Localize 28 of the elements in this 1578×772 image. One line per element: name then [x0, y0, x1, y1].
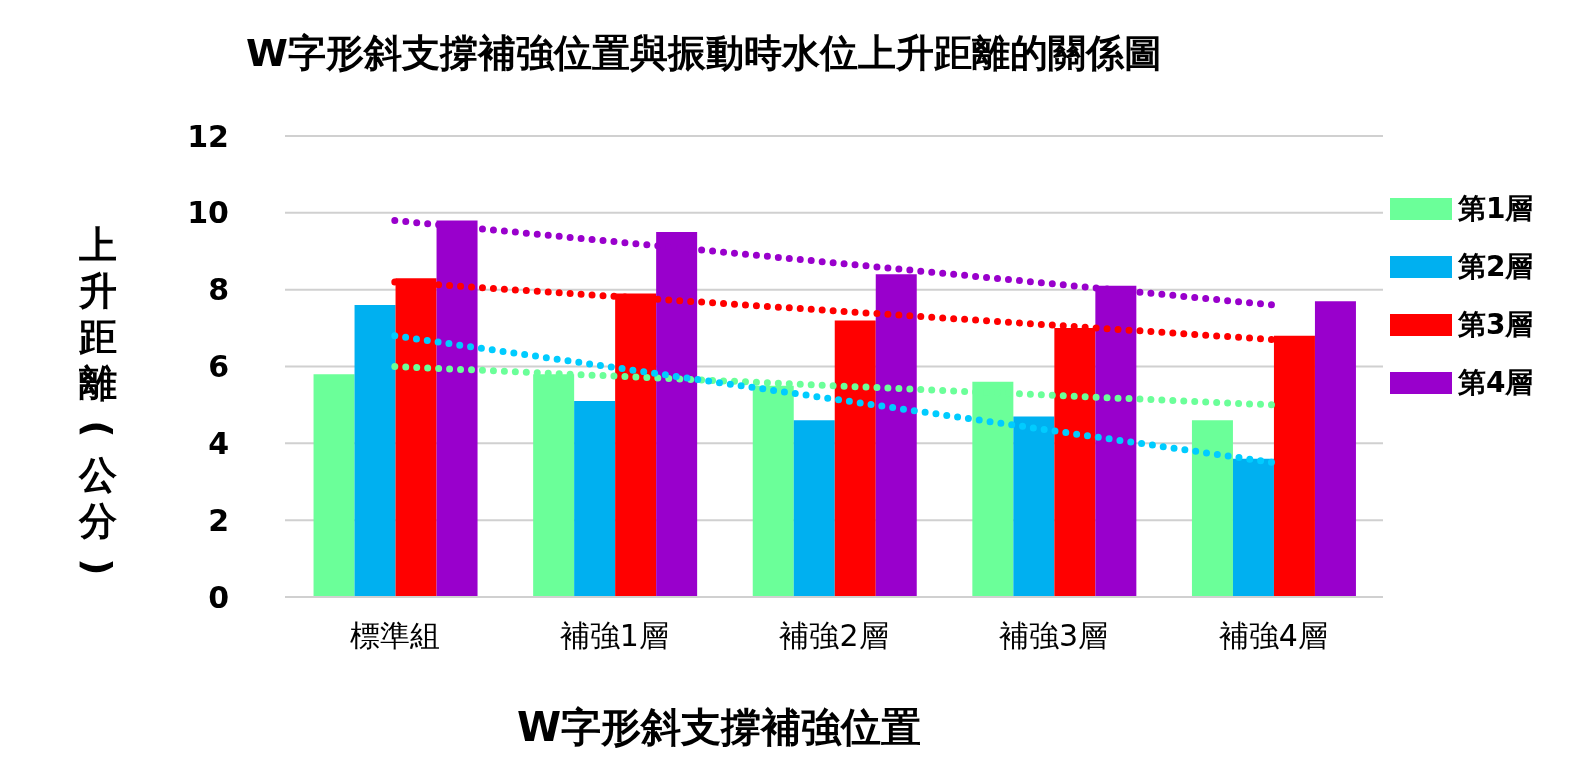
bar: [793, 420, 835, 597]
y-tick-label: 0: [208, 579, 229, 615]
bar: [834, 320, 876, 597]
legend-label: 第4層: [1458, 365, 1534, 401]
legend-label: 第2層: [1458, 249, 1534, 285]
bar: [1314, 301, 1356, 597]
bar: [1013, 416, 1055, 597]
y-tick-label: 4: [208, 425, 229, 461]
x-axis-title: W字形斜支撐補強位置: [515, 703, 923, 752]
y-tick-label: 2: [208, 502, 229, 538]
y-axis-title: 上升距離(公分): [76, 222, 120, 578]
bar: [313, 374, 355, 597]
bar: [1191, 420, 1233, 597]
bar: [574, 401, 616, 597]
legend-label: 第1層: [1458, 191, 1534, 227]
x-tick-label: 標準組: [349, 618, 440, 654]
legend-label: 第3層: [1458, 307, 1534, 343]
x-tick-label: 補強3層: [999, 618, 1109, 654]
x-tick-label: 補強1層: [559, 618, 669, 654]
bar: [1232, 458, 1274, 597]
bar: [354, 305, 396, 597]
chart-title: W字形斜支撐補強位置與振動時水位上升距離的關係圖: [245, 30, 1163, 77]
x-tick-label: 補強4層: [1218, 618, 1328, 654]
y-tick-label: 10: [187, 195, 229, 231]
x-tick-label: 補強2層: [779, 618, 889, 654]
y-tick-label: 12: [187, 118, 229, 154]
y-tick-label: 6: [208, 349, 229, 385]
y-tick-label: 8: [208, 272, 229, 308]
